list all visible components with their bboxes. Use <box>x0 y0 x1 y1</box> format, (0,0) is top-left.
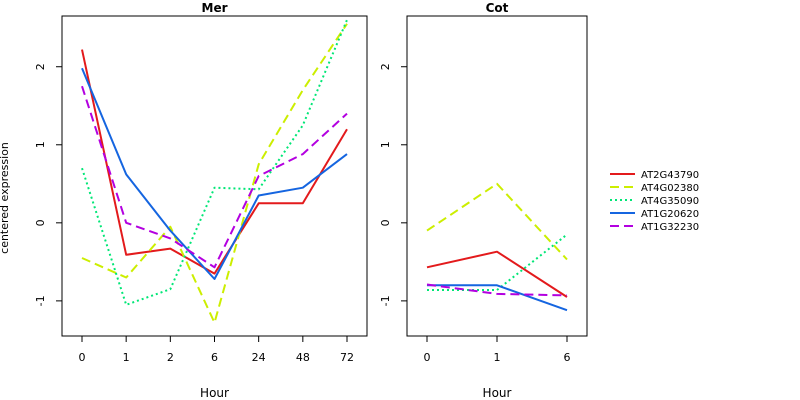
x-tick-label: 1 <box>123 351 130 364</box>
y-tick-label: 1 <box>379 141 392 148</box>
panel-title: Cot <box>486 1 509 15</box>
series-line-at1g20620 <box>81 67 348 280</box>
panel-title: Mer <box>202 1 228 15</box>
x-tick-label: 6 <box>564 351 571 364</box>
series-line-at1g32230 <box>81 85 348 269</box>
y-tick-label: 2 <box>379 63 392 70</box>
plot-frame <box>61 15 368 337</box>
series-line-at4g02380 <box>426 182 568 261</box>
x-tick-label: 1 <box>494 351 501 364</box>
y-tick-label: -1 <box>379 295 392 306</box>
x-tick-label: 48 <box>296 351 310 364</box>
series-line-at4g02380 <box>81 23 348 324</box>
legend: AT2G43790 AT4G02380 AT4G35090 AT1G20620 AT1G… <box>610 170 699 233</box>
y-tick-label: 2 <box>34 63 47 70</box>
x-tick-label: 0 <box>424 351 431 364</box>
legend-label: AT1G32230 <box>641 222 699 233</box>
panel-cot: Cot -1 0 1 2 0 1 6 Hour <box>379 1 588 400</box>
series-line-at1g20620 <box>427 284 568 312</box>
series-line-at1g32230 <box>426 283 568 297</box>
series-line-at4g35090 <box>81 19 348 306</box>
x-axis-label: Hour <box>483 386 512 400</box>
panel-mer: Mer -1 0 1 2 0 1 2 6 24 48 72 Hour <box>34 1 368 400</box>
x-tick-label: 6 <box>211 351 218 364</box>
y-tick-label: 0 <box>34 219 47 226</box>
x-tick-label: 0 <box>79 351 86 364</box>
plot-frame <box>406 15 588 337</box>
series-line-at4g35090 <box>427 233 568 291</box>
x-axis-label: Hour <box>200 386 229 400</box>
y-tick-label: 0 <box>379 219 392 226</box>
y-tick-label: -1 <box>34 295 47 306</box>
series-line-at2g43790 <box>81 49 348 275</box>
legend-label: AT4G02380 <box>641 183 699 194</box>
legend-label: AT1G20620 <box>641 209 699 220</box>
x-tick-label: 72 <box>340 351 354 364</box>
x-tick-label: 2 <box>167 351 174 364</box>
series-line-at2g43790 <box>426 250 568 298</box>
legend-label: AT2G43790 <box>641 170 699 181</box>
y-axis-label: centered expression <box>0 142 11 254</box>
legend-label: AT4G35090 <box>641 196 699 207</box>
x-tick-label: 24 <box>252 351 266 364</box>
y-tick-label: 1 <box>34 141 47 148</box>
